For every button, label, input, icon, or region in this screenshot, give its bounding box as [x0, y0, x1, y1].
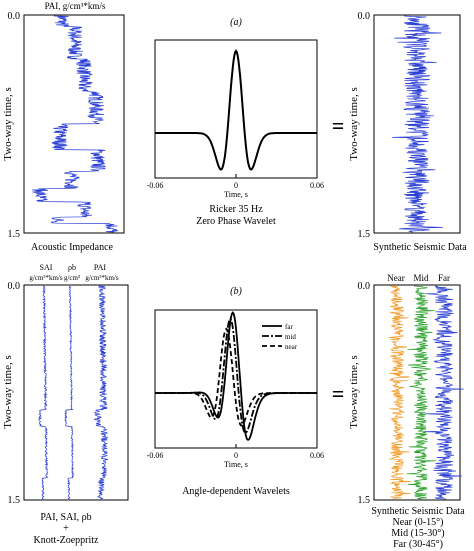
seismic-a-ytick-top: 0.0	[358, 11, 371, 22]
seismic-b-caption-1: Synthetic Seismic Data	[371, 506, 465, 517]
rho-label: ρb	[68, 263, 76, 272]
logs-caption-3: Knott-Zoeppritz	[34, 535, 100, 546]
sai-unit: g/cm³*km/s	[29, 274, 62, 282]
impedance-trace	[32, 15, 118, 233]
panel-a-label: (a)	[230, 17, 242, 28]
pai-top-label: PAI, g/cm³*km/s	[45, 1, 106, 11]
logs-caption-1: PAI, SAI, ρb	[40, 512, 91, 523]
panel-b-label: (b)	[230, 286, 242, 297]
ricker-wavelet-curve	[155, 49, 317, 171]
near-col-label: Near	[387, 273, 405, 283]
equals-sign-a: =	[332, 113, 345, 138]
wavelet-xtick-label-right: 0.06	[310, 181, 324, 190]
logs-ylabel: Two-way time, s	[2, 355, 14, 428]
seismic-a-caption: Synthetic Seismic Data	[373, 242, 467, 253]
seismic-frame-b	[373, 284, 461, 501]
near-seismic-trace	[388, 285, 412, 500]
seismic-frame-a	[373, 14, 461, 234]
wavelet-frame	[154, 39, 318, 179]
logs-caption-2: +	[63, 523, 69, 534]
impedance-ylabel: Two-way time, s	[2, 87, 14, 160]
sai-log-trace	[38, 285, 49, 500]
seismic-b-ytick-bottom: 1.5	[358, 495, 371, 506]
pai-log-trace	[93, 285, 109, 500]
pai-unit: g/cm³*km/s	[85, 274, 118, 282]
wavelet-caption-2: Zero Phase Wavelet	[196, 216, 276, 227]
seismic-b-ylabel: Two-way time, s	[348, 355, 360, 428]
seismic-b-ytick-top: 0.0	[358, 281, 371, 292]
equals-sign-b: =	[332, 381, 345, 406]
far-col-label: Far	[438, 273, 450, 283]
sai-label: SAI	[40, 263, 53, 272]
wavelet-caption-1: Ricker 35 Hz	[209, 204, 263, 215]
angle-xtick-label-right: 0.06	[310, 451, 324, 460]
seismic-a-ylabel: Two-way time, s	[348, 87, 360, 160]
logs-frame	[23, 284, 129, 501]
mid-seismic-trace	[406, 285, 437, 500]
angle-xlabel: Time, s	[224, 460, 248, 469]
angle-xtick-label-left: -0.06	[147, 451, 164, 460]
synthetic-seismic-trace	[392, 15, 443, 233]
far-seismic-trace	[424, 285, 464, 500]
wavelet-xtick-label-left: -0.06	[147, 181, 164, 190]
angle-wavelets-caption: Angle-dependent Wavelets	[182, 486, 290, 497]
impedance-ytick-top: 0.0	[8, 11, 21, 22]
seismic-b-caption-2: Near (0-15°)	[393, 517, 444, 528]
near-wavelet-curve	[155, 327, 317, 427]
legend-near: near	[285, 343, 298, 351]
wavelet-xtick-label-mid: 0	[234, 181, 238, 190]
legend-far: far	[285, 323, 293, 331]
logs-ytick-top: 0.0	[8, 281, 21, 292]
impedance-caption: Acoustic Impedance	[31, 242, 113, 253]
logs-ytick-bottom: 1.5	[8, 495, 21, 506]
mid-col-label: Mid	[413, 273, 429, 283]
pai-label: PAI	[94, 263, 106, 272]
angle-xtick-label-mid: 0	[234, 451, 238, 460]
impedance-frame	[23, 14, 125, 234]
seismic-a-ytick-bottom: 1.5	[358, 229, 371, 240]
wavelet-xlabel: Time, s	[224, 190, 248, 199]
seismic-b-caption-3: Mid (15-30°)	[391, 528, 444, 539]
rho-unit: g/cm³	[64, 274, 80, 282]
wavelet-legend: far mid near	[262, 323, 298, 351]
far-wavelet-curve	[155, 311, 317, 441]
seismic-b-caption-4: Far (30-45°)	[393, 539, 443, 550]
impedance-ytick-bottom: 1.5	[8, 229, 21, 240]
legend-mid: mid	[285, 333, 296, 341]
density-log-trace	[64, 285, 75, 500]
